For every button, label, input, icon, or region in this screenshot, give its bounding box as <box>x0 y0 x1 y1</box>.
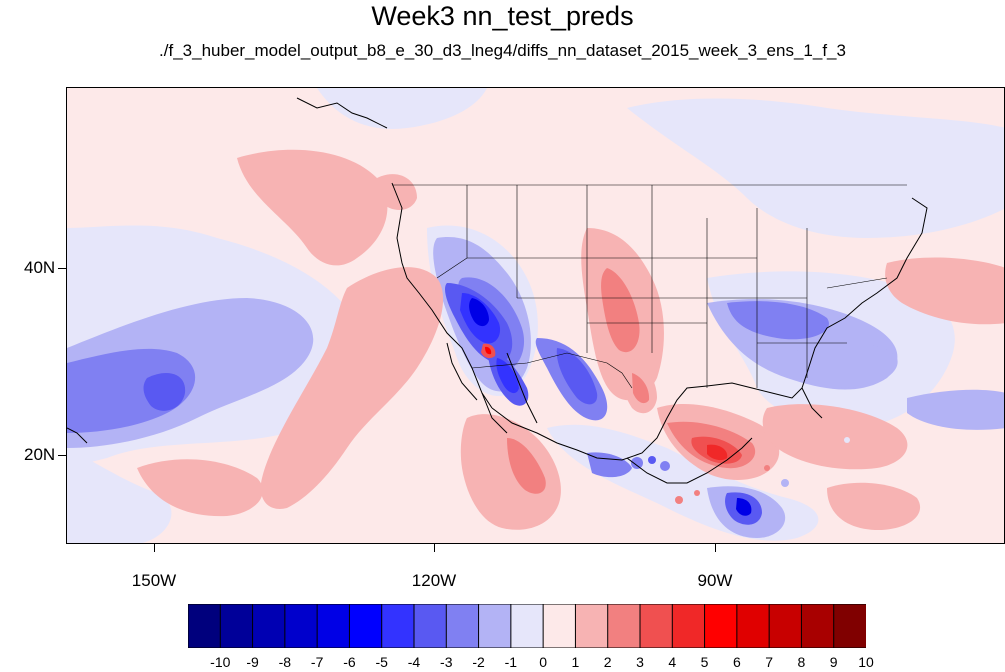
colorbar-swatch <box>574 603 609 649</box>
southwest-strong-negative-core <box>444 283 529 406</box>
colorbar-tick-label: -9 <box>246 654 259 670</box>
colorbar-swatch <box>381 603 416 649</box>
map-subtitle: ./f_3_huber_model_output_b8_e_30_d3_lneg… <box>159 41 846 60</box>
political-borders <box>392 184 907 389</box>
colorbar-tick-label: 3 <box>636 654 644 670</box>
colorbar-tick-label: -5 <box>375 654 388 670</box>
colorbar-tick-label: -1 <box>504 654 518 670</box>
red-anomaly-regions <box>137 149 1004 531</box>
lat-major-tick <box>58 455 66 456</box>
lat-label-40n: 40N <box>24 258 56 277</box>
colorbar-swatch <box>316 603 351 649</box>
colorbar-swatch <box>510 603 545 649</box>
coastlines <box>67 97 928 484</box>
colorbar-swatch <box>219 603 254 649</box>
colorbar-swatch <box>607 603 641 649</box>
colorbar-tick-label: 8 <box>797 654 806 670</box>
map-title: Week3 nn_test_preds <box>371 1 634 31</box>
colorbar-tick-label: 4 <box>668 654 677 670</box>
colorbar-tick-label: 10 <box>858 654 874 670</box>
lon-major-tick <box>154 544 155 552</box>
map-panel <box>66 87 1005 544</box>
colorbar-swatch <box>284 603 319 649</box>
colorbar-tick-label: -3 <box>440 654 453 670</box>
colorbar-tick-label: -8 <box>278 654 292 670</box>
colorbar-swatch <box>252 603 286 649</box>
scattered-anomaly-patches <box>631 437 850 504</box>
blue-anomaly-regions <box>67 237 1004 538</box>
lat-label-20n: 20N <box>24 445 56 464</box>
lon-label-120w: 120W <box>411 571 457 590</box>
colorbar-swatch <box>736 603 771 649</box>
colorbar-swatch <box>445 603 480 649</box>
colorbar-tick-label: 0 <box>539 654 548 670</box>
colorbar-tick-label: 2 <box>603 654 612 670</box>
colorbar-tick-label: -10 <box>210 654 231 670</box>
colorbar-swatch <box>833 603 868 649</box>
colorbar-tick-label: 6 <box>732 654 741 670</box>
colorbar-swatches <box>187 603 868 649</box>
colorbar-swatch <box>542 603 577 649</box>
lon-major-tick <box>434 544 435 552</box>
lon-label-150w: 150W <box>131 571 177 590</box>
colorbar-swatch <box>348 603 383 649</box>
colorbar-swatch <box>187 603 222 649</box>
colorbar-tick-label: -4 <box>407 654 421 670</box>
colorbar-swatch <box>639 603 674 649</box>
colorbar-swatch <box>800 603 835 649</box>
colorbar-swatch <box>704 603 738 649</box>
colorbar-tick-label: -6 <box>343 654 356 670</box>
colorbar-tick-label: -2 <box>472 654 485 670</box>
colorbar-tick-label: -7 <box>310 654 324 670</box>
lon-major-tick <box>715 544 716 552</box>
colorbar-tick-label: 7 <box>765 654 774 670</box>
lon-label-90w: 90W <box>697 571 733 590</box>
colorbar-swatch <box>478 603 512 649</box>
colorbar-tick-label: 5 <box>700 654 709 670</box>
colorbar-swatch <box>768 603 803 649</box>
colorbar-swatch <box>413 603 448 649</box>
colorbar <box>187 603 868 649</box>
lat-major-tick <box>58 268 66 269</box>
colorbar-tick-label: 1 <box>571 654 580 670</box>
colorbar-swatch <box>671 603 706 649</box>
anomaly-map <box>67 88 1004 543</box>
colorbar-tick-label: 9 <box>829 654 838 670</box>
